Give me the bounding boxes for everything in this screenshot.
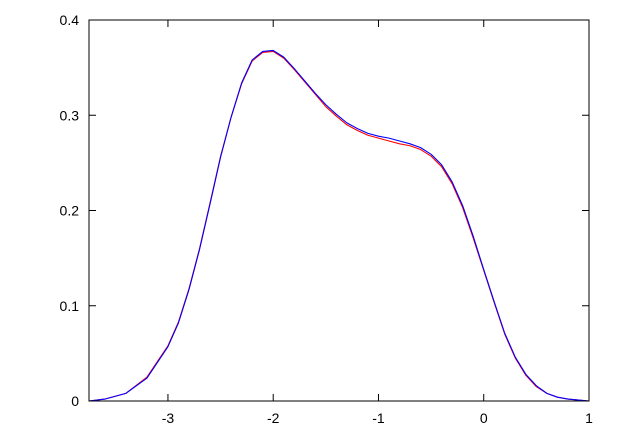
y-tick-label: 0.4: [60, 12, 80, 28]
x-tick-label: -3: [162, 410, 175, 426]
x-tick-label: 1: [585, 410, 593, 426]
x-tick-label: -1: [372, 410, 385, 426]
plot-frame: [88, 19, 590, 402]
y-tick-label: 0.2: [60, 203, 80, 219]
y-tick-label: 0.1: [60, 298, 80, 314]
y-tick-label: 0.3: [60, 107, 80, 123]
x-tick-label: 0: [480, 410, 488, 426]
y-tick-label: 0: [71, 393, 79, 409]
x-tick-label: -2: [267, 410, 280, 426]
series-layer: [88, 49, 590, 402]
tick-layer: -3 -2 -1 0 1 0 0.1 0.2 0.3 0.4: [60, 12, 594, 426]
series-line-1: [88, 50, 590, 402]
series-line-2: [88, 49, 590, 402]
